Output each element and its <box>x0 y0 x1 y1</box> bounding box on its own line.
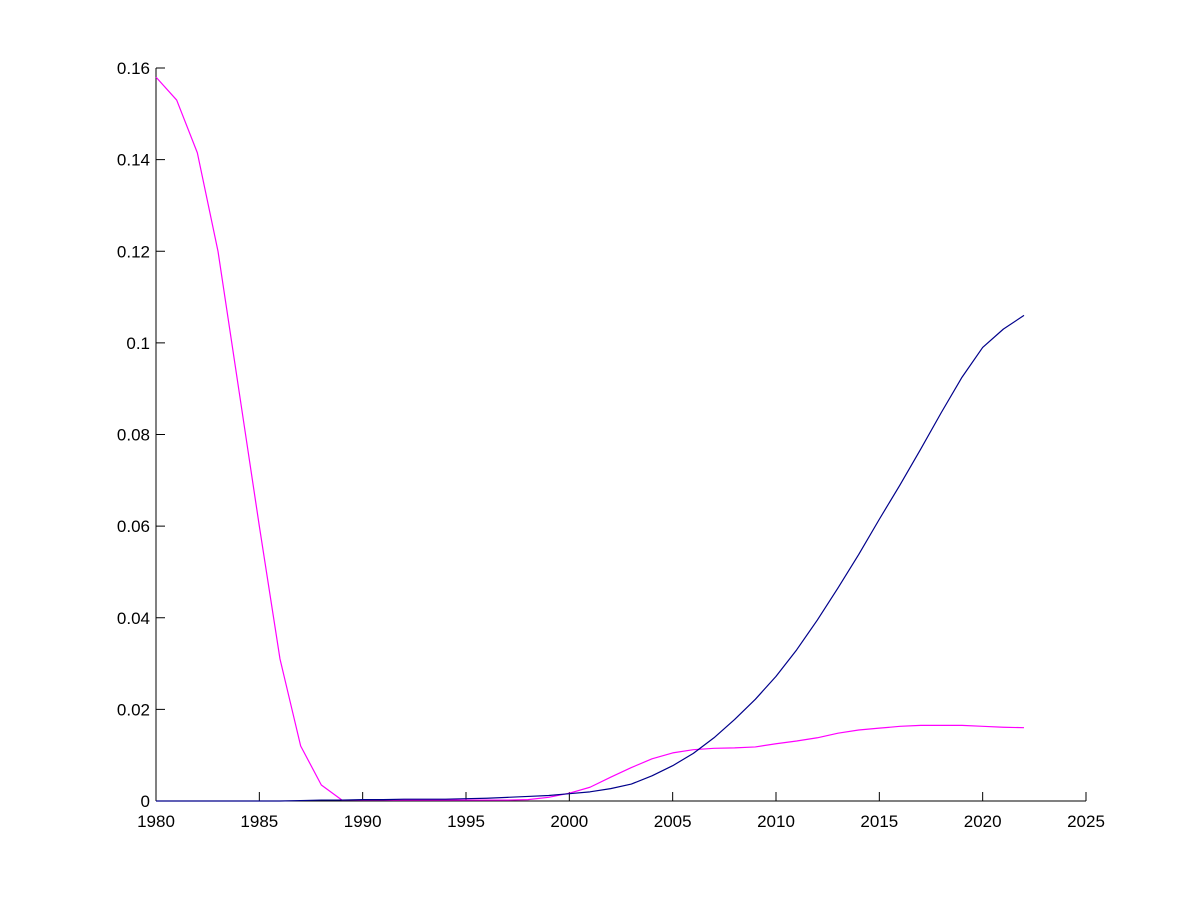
series-line-2 <box>156 314 1025 802</box>
y-tick-label: 0.12 <box>117 242 150 261</box>
plot-area <box>155 76 1025 802</box>
y-tick-label: 0.14 <box>117 151 150 170</box>
x-tick-label: 1980 <box>137 812 175 831</box>
y-tick-label: 0.04 <box>117 609 150 628</box>
y-tick-label: 0.06 <box>117 517 150 536</box>
x-tick-label: 2020 <box>964 812 1002 831</box>
series-line-1 <box>155 76 1025 801</box>
x-tick-label: 2005 <box>654 812 692 831</box>
x-tick-label: 2025 <box>1067 812 1105 831</box>
x-tick-label: 1985 <box>240 812 278 831</box>
x-tick-label: 1995 <box>447 812 485 831</box>
axes: 1980 1985 1990 1995 2000 2005 2010 2015 2020 2025… <box>117 59 1105 831</box>
y-tick-label: 0 <box>141 792 150 811</box>
x-tick-label: 2015 <box>860 812 898 831</box>
y-tick-label: 0.1 <box>126 334 150 353</box>
x-tick-label: 2010 <box>757 812 795 831</box>
x-tick-label: 1990 <box>344 812 382 831</box>
x-tick-label: 2000 <box>550 812 588 831</box>
y-tick-label: 0.16 <box>117 59 150 78</box>
y-tick-label: 0.02 <box>117 700 150 719</box>
y-tick-label: 0.08 <box>117 426 150 445</box>
